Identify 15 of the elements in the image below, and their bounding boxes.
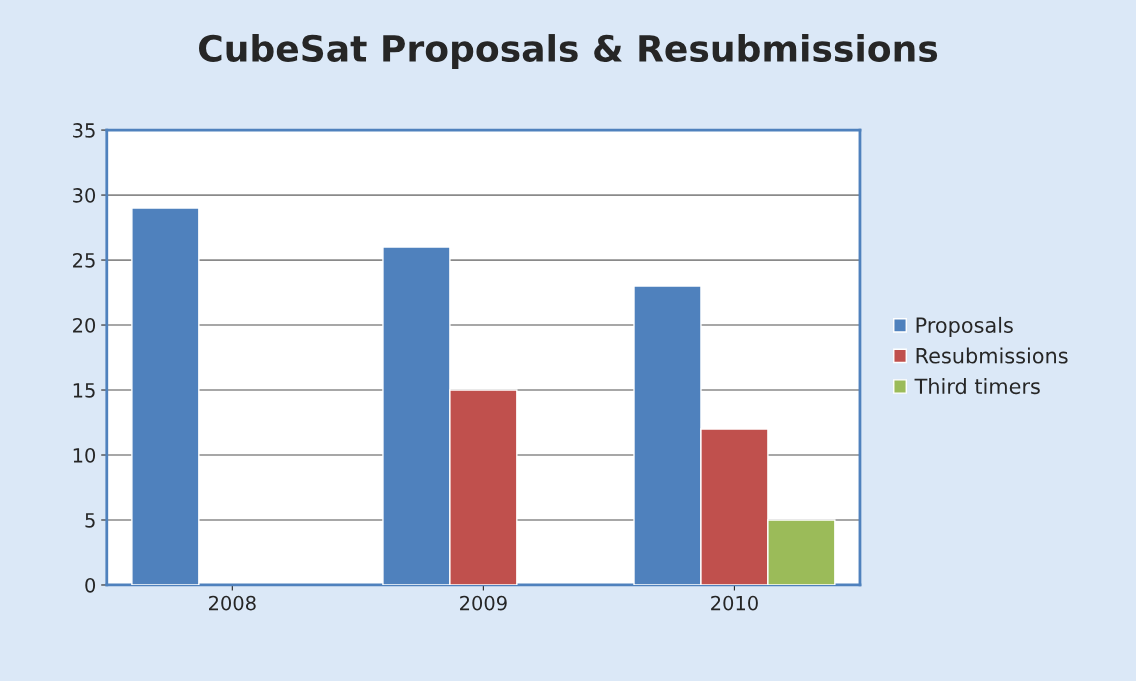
y-tick-label: 30 — [73, 188, 96, 203]
y-tick-label: 10 — [73, 447, 96, 463]
x-tick-label: 2010 — [711, 595, 758, 611]
y-tick-label: 5 — [85, 513, 95, 528]
legend-label: Resubmissions — [916, 347, 1068, 364]
y-tick-label: 15 — [73, 383, 95, 398]
y-tick-label: 20 — [73, 317, 96, 333]
legend-label: Third timers — [914, 378, 1040, 395]
y-tick-label: 25 — [73, 253, 95, 268]
chart-title: CubeSat Proposals & Resubmissions — [199, 34, 938, 69]
x-tick-label: 2009 — [460, 595, 507, 611]
legend-label: Proposals — [916, 316, 1013, 338]
y-tick-label: 35 — [73, 123, 95, 138]
x-tick-label: 2008 — [208, 595, 256, 611]
y-tick-label: 0 — [85, 577, 96, 593]
